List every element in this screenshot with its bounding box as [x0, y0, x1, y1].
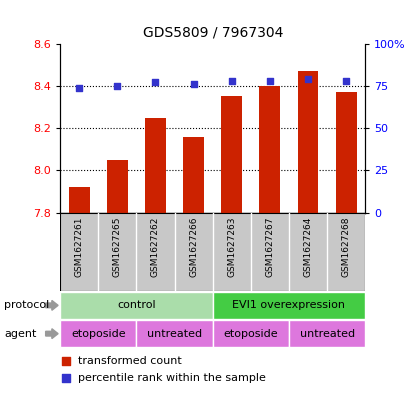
Bar	[145, 118, 166, 213]
Text: GSM1627266: GSM1627266	[189, 217, 198, 277]
Bar	[183, 136, 204, 213]
Bar	[221, 96, 242, 213]
Point	[228, 78, 235, 84]
Bar	[259, 86, 281, 213]
Bar	[213, 292, 365, 319]
Bar	[289, 320, 365, 347]
Text: transformed count: transformed count	[78, 356, 182, 366]
Point	[265, 109, 271, 115]
Point	[152, 79, 159, 86]
Text: GSM1627268: GSM1627268	[342, 217, 351, 277]
Text: EVI1 overexpression: EVI1 overexpression	[232, 300, 345, 310]
Point	[114, 83, 121, 89]
Text: GSM1627265: GSM1627265	[113, 217, 122, 277]
Point	[190, 81, 197, 87]
Text: GSM1627263: GSM1627263	[227, 217, 236, 277]
Text: percentile rank within the sample: percentile rank within the sample	[78, 373, 266, 383]
Title: GDS5809 / 7967304: GDS5809 / 7967304	[142, 26, 283, 40]
Text: etoposide: etoposide	[224, 329, 278, 339]
Text: untreated: untreated	[147, 329, 202, 339]
Bar	[60, 292, 213, 319]
Point	[305, 76, 311, 82]
Bar	[107, 160, 128, 213]
Point	[266, 78, 273, 84]
Bar	[213, 320, 289, 347]
Bar	[69, 187, 90, 213]
Text: protocol: protocol	[4, 300, 49, 310]
Text: GSM1627267: GSM1627267	[265, 217, 274, 277]
Point	[343, 78, 349, 84]
Text: etoposide: etoposide	[71, 329, 126, 339]
Bar	[298, 71, 318, 213]
Text: control: control	[117, 300, 156, 310]
Text: agent: agent	[4, 329, 37, 339]
Point	[76, 84, 83, 91]
Bar	[137, 320, 212, 347]
Text: untreated: untreated	[300, 329, 355, 339]
Bar	[336, 92, 356, 213]
Bar	[60, 320, 137, 347]
Text: GSM1627262: GSM1627262	[151, 217, 160, 277]
Text: GSM1627264: GSM1627264	[303, 217, 312, 277]
Text: GSM1627261: GSM1627261	[75, 217, 84, 277]
Point	[265, 266, 271, 272]
